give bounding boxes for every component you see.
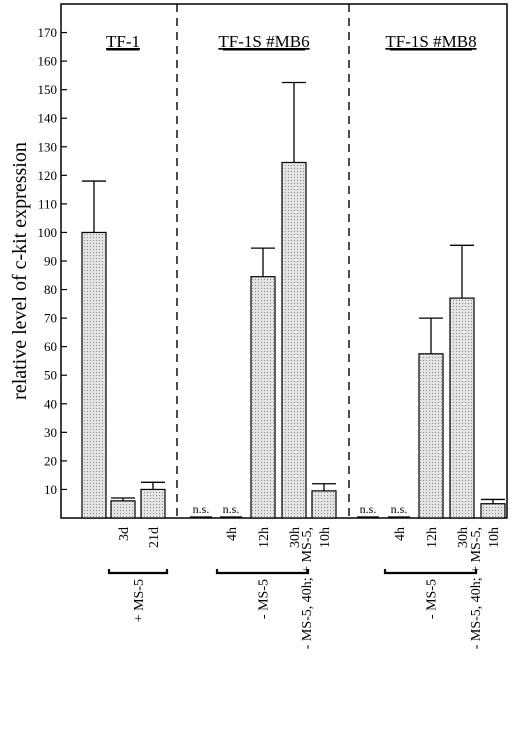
bar — [281, 161, 307, 519]
y-tick-label: 120 — [38, 168, 58, 183]
condition-label: 12h — [257, 527, 272, 548]
condition-label: 4h — [225, 527, 240, 541]
condition-label: 30h — [456, 527, 471, 548]
bar — [449, 297, 475, 519]
not-significant-label: n.s. — [223, 502, 240, 516]
bracket-label: - MS-5, 40h; + MS-5, — [469, 527, 484, 649]
y-tick-label: 40 — [44, 396, 57, 411]
y-tick-label: 170 — [38, 25, 58, 40]
not-significant-label: n.s. — [360, 502, 377, 516]
condition-label: 30h — [288, 527, 303, 548]
bracket-label: - MS-5, 40h; + MS-5, — [300, 527, 315, 649]
condition-label: 21d — [147, 527, 162, 548]
bar — [110, 500, 136, 519]
bar — [480, 503, 506, 519]
y-tick-label: 100 — [38, 225, 58, 240]
bar — [250, 276, 276, 519]
bracket-label: + MS-5 — [132, 579, 147, 622]
bar — [311, 490, 337, 519]
y-tick-label: 110 — [38, 196, 57, 211]
condition-label: 10h — [318, 527, 333, 548]
condition-label: 12h — [425, 527, 440, 548]
bracket-label: - MS-5 — [425, 579, 440, 619]
not-significant-label: n.s. — [193, 502, 210, 516]
group-title: TF-1 — [106, 32, 140, 51]
y-tick-label: 30 — [44, 425, 57, 440]
y-tick-label: 90 — [44, 254, 57, 269]
y-tick-label: 70 — [44, 311, 57, 326]
group-title: TF-1S #MB6 — [218, 32, 309, 51]
y-tick-label: 60 — [44, 339, 57, 354]
bracket-label: - MS-5 — [257, 579, 272, 619]
bar — [81, 231, 107, 519]
y-tick-label: 10 — [44, 482, 57, 497]
bracket — [383, 569, 478, 575]
y-tick-label: 130 — [38, 139, 58, 154]
bracket — [215, 569, 310, 575]
bar — [418, 353, 444, 519]
not-significant-label: n.s. — [391, 502, 408, 516]
y-tick-label: 150 — [38, 82, 58, 97]
bar — [140, 488, 166, 519]
condition-label: 4h — [393, 527, 408, 541]
y-tick-label: 160 — [38, 54, 58, 69]
bracket — [107, 569, 169, 575]
y-axis-label: relative level of c-kit expression — [9, 142, 31, 400]
condition-label: 10h — [487, 527, 502, 548]
group-title: TF-1S #MB8 — [385, 32, 476, 51]
y-tick-label: 80 — [44, 282, 57, 297]
y-tick-label: 20 — [44, 453, 57, 468]
y-tick-label: 50 — [44, 368, 57, 383]
condition-label: 3d — [117, 527, 132, 541]
y-tick-label: 140 — [38, 111, 58, 126]
